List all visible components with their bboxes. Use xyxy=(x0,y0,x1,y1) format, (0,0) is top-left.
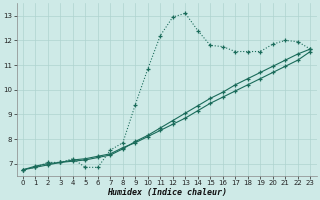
X-axis label: Humidex (Indice chaleur): Humidex (Indice chaleur) xyxy=(107,188,227,197)
